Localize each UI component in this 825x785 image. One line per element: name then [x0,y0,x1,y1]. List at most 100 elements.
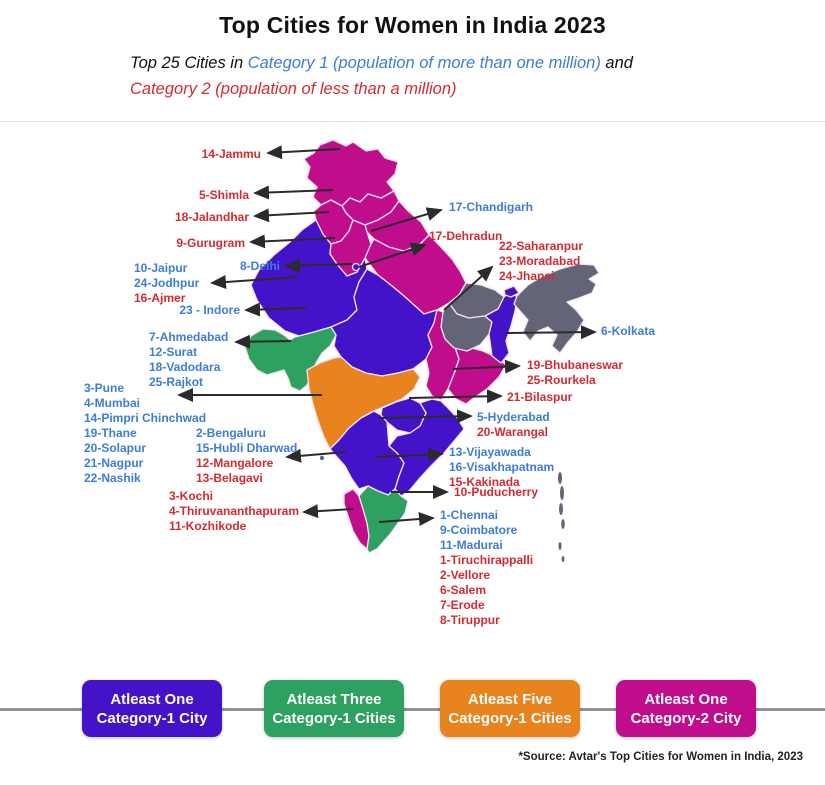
map-label-gurugram: 9-Gurugram [176,236,245,251]
city-label: 6-Kolkata [601,324,656,338]
state-maharashtra [306,356,421,450]
legend-item-label: Category-1 Cities [448,709,572,727]
city-label: 1-Chennai [440,508,499,522]
city-label: 17-Dehradun [429,229,503,243]
city-label: 15-Kakinada [449,475,520,489]
map-label-shimla: 5-Shimla [199,188,249,203]
source-note: *Source: Avtar's Top Cities for Women in… [518,751,803,763]
city-label: 21-Nagpur [84,456,144,470]
map-label-jammu: 14-Jammu [202,147,261,162]
legend-item-label: Atleast Three [286,690,382,708]
map-label-hyderabad-group: 5-Hyderabad 20-Warangal [477,410,550,440]
city-label: 16-Visakhapatnam [449,460,555,474]
subtitle-prefix: Top 25 Cities in [130,54,248,72]
legend-item-3: Atleast Five Category-1 Cities [440,680,580,737]
city-label: 24-Jodhpur [134,276,200,290]
state-delhi [351,262,361,272]
city-label: 9-Gurugram [176,236,245,250]
map-label-chennai-group: 1-Chennai 9-Coimbatore 11-Madurai 1-Tiruchi… [440,508,533,628]
city-label: 22-Saharanpur [499,239,584,253]
map-label-chandigarh: 17-Chandigarh [449,200,533,215]
legend-item-label: Atleast One [644,690,728,708]
map-label-kolkata: 6-Kolkata [601,324,655,339]
map-label-puducherry: 10-Puducherry [454,485,538,500]
map-label-jalandhar: 18-Jalandhar [175,210,249,225]
city-label: 3-Kochi [169,489,214,503]
map-label-vijayawada-group: 13-Vijayawada 16-Visakhapatnam 15-Kakinada [449,445,554,490]
city-label: 8-Delhi [239,259,280,273]
subtitle: Top 25 Cities in Category 1 (population … [130,50,770,102]
legend-connector-line [0,708,825,711]
city-label: 24-Jhansi [499,269,555,283]
subtitle-connector: and [600,54,633,72]
city-label: 6-Salem [440,583,487,597]
subtitle-category2: Category 2 (population of less than a mi… [130,80,457,98]
map-label-delhi: 8-Delhi [240,259,280,274]
city-label: 18-Vadodara [149,360,221,374]
map-label-pune-group: 3-Pune 4-Mumbai 14-Pimpri Chinchwad 19-Than… [84,381,206,486]
map-label-bhubaneswar-group: 19-Bhubaneswar 25-Rourkela [527,358,623,388]
legend-item-2: Atleast Three Category-1 Cities [264,680,404,737]
city-label: 7-Ahmedabad [149,330,229,344]
state-uttarakhand [364,200,430,252]
city-label: 3-Pune [84,381,125,395]
state-sikkim [503,285,520,298]
city-label: 12-Mangalore [196,456,274,470]
map-label-indore: 23 - Indore [179,303,240,318]
andaman-islands [558,472,565,562]
state-karnataka [329,410,405,496]
city-label: 14-Pimpri Chinchwad [84,411,207,425]
city-label: 2-Vellore [440,568,491,582]
state-andhra-pradesh [388,398,465,497]
map-label-jaipur-group: 10-Jaipur 24-Jodhpur 16-Ajmer [134,261,199,306]
city-label: 20-Warangal [477,425,548,439]
map-label-bengaluru-group: 2-Bengaluru 15-Hubli Dharwad 12-Mangalore 1… [196,426,297,486]
city-label: 12-Surat [149,345,198,359]
city-label: 10-Puducherry [454,485,539,499]
annotation-arrows [177,145,597,527]
state-odisha [447,343,507,405]
city-label: 8-Tiruppur [440,613,500,627]
map-label-ahmedabad-group: 7-Ahmedabad 12-Surat 18-Vadodara 25-Rajkot [149,330,228,390]
map-label-bilaspur: 21-Bilaspur [507,390,572,405]
city-label: 14-Jammu [201,147,261,161]
city-label: 21-Bilaspur [507,390,573,404]
city-label: 20-Solapur [84,441,147,455]
legend-item-label: Category-1 Cities [272,709,396,727]
city-label: 11-Kozhikode [169,519,247,533]
city-label: 4-Thiruvananthapuram [169,504,300,518]
city-label: 15-Hubli Dharwad [196,441,298,455]
map-label-saharanpur-group: 22-Saharanpur 23-Moradabad 24-Jhansi [499,239,583,284]
city-label: 17-Chandigarh [449,200,534,214]
city-label: 9-Coimbatore [440,523,518,537]
state-goa [319,455,325,461]
top-divider [0,121,825,122]
city-label: 4-Mumbai [84,396,141,410]
city-label: 22-Nashik [84,471,141,485]
city-label: 25-Rourkela [527,373,596,387]
city-label: 13-Belagavi [196,471,263,485]
city-label: 7-Erode [440,598,485,612]
state-jharkhand [440,302,493,352]
city-label: 5-Shimla [198,188,249,202]
city-label: 25-Rajkot [149,375,204,389]
city-label: 18-Jalandhar [174,210,249,224]
city-label: 13-Vijayawada [449,445,531,459]
city-label: 19-Thane [84,426,137,440]
legend-item-label: Category-1 City [96,709,208,727]
page-title: Top Cities for Women in India 2023 [219,12,606,38]
city-label: 19-Bhubaneswar [527,358,624,372]
city-label: 5-Hyderabad [477,410,550,424]
region-northeast-states [513,263,600,354]
city-label: 1-Tiruchirappalli [440,553,534,567]
legend-item-label: Atleast Five [467,690,553,708]
map-label-kochi-group: 3-Kochi 4-Thiruvananthapuram 11-Kozhikode [169,489,299,534]
legend-item-label: Atleast One [110,690,194,708]
city-label: 23 - Indore [179,303,240,317]
legend-item-1: Atleast One Category-1 City [82,680,222,737]
city-label: 2-Bengaluru [196,426,267,440]
city-label: 10-Jaipur [134,261,188,275]
legend-item-label: Category-2 City [630,709,742,727]
